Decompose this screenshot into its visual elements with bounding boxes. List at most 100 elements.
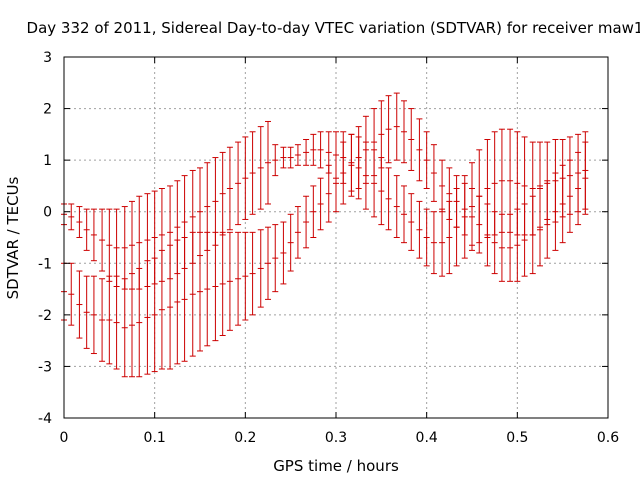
error-bar-point xyxy=(303,195,310,249)
error-bar-point xyxy=(212,231,219,342)
error-bar-point xyxy=(113,275,120,370)
x-tick-label: 0.4 xyxy=(416,430,438,446)
error-bar-point xyxy=(491,131,498,236)
error-bar-point xyxy=(90,208,97,262)
error-bar-point xyxy=(393,175,400,238)
error-bar-point xyxy=(469,162,475,251)
error-bar-point xyxy=(507,128,514,233)
error-bar-point xyxy=(226,146,233,231)
error-bar-point xyxy=(280,221,287,285)
error-bar-point xyxy=(430,211,437,275)
error-bar-point xyxy=(129,200,135,290)
error-bar-point xyxy=(226,231,233,331)
error-bar-point xyxy=(158,188,165,282)
error-bar-point xyxy=(325,131,332,174)
error-bar-point xyxy=(257,229,264,308)
error-bar-point xyxy=(408,108,415,171)
x-tick-label: 0.5 xyxy=(506,430,528,446)
x-tick-label: 0.1 xyxy=(144,430,166,446)
error-bar-point xyxy=(272,144,279,177)
error-bar-point xyxy=(272,224,279,293)
y-tick-label: 1 xyxy=(43,153,52,169)
error-bar-point xyxy=(280,146,287,169)
error-bar-point xyxy=(68,262,75,326)
error-bar-point xyxy=(416,200,423,259)
error-bar-point xyxy=(99,278,106,362)
error-bar-point xyxy=(235,231,242,326)
error-bar-point xyxy=(294,144,301,166)
error-bar-point xyxy=(76,206,83,238)
error-bar-point xyxy=(385,167,392,231)
y-axis-label: SDTVAR / TECUs xyxy=(4,176,22,299)
error-bar-point xyxy=(408,193,415,251)
error-bar-point xyxy=(416,118,423,182)
error-bar-point xyxy=(393,92,400,161)
error-bar-point xyxy=(303,139,310,166)
error-bar-point xyxy=(484,139,491,238)
error-bar-point xyxy=(287,146,294,169)
error-bar-point xyxy=(552,139,559,223)
error-bar-point xyxy=(521,136,528,236)
error-bar-point xyxy=(212,157,219,246)
error-bar-point xyxy=(113,208,120,287)
grid-lines xyxy=(64,57,608,418)
error-bar-point xyxy=(99,208,106,272)
error-bar-point xyxy=(582,131,589,210)
error-bar-point xyxy=(461,175,468,259)
error-bar-point xyxy=(121,206,128,290)
error-bar-point xyxy=(219,231,226,336)
error-bar-point xyxy=(529,141,536,236)
error-bar-point xyxy=(401,185,407,244)
error-bar-point xyxy=(498,128,505,233)
error-bar-point xyxy=(310,185,317,238)
error-bar-point xyxy=(294,206,301,259)
error-bar-point xyxy=(476,149,483,244)
error-bar-point xyxy=(106,208,113,282)
error-bar-point xyxy=(575,133,582,213)
y-tick-label: -1 xyxy=(38,256,52,272)
error-bar-point xyxy=(83,208,90,251)
error-bar-point xyxy=(235,141,242,226)
y-tick-label: -2 xyxy=(38,308,52,324)
error-bar-point xyxy=(514,131,521,236)
error-bar-point xyxy=(242,231,249,321)
y-tick-labels: -4 -3 -2 -1 0 1 2 3 xyxy=(38,50,52,427)
error-bar-point xyxy=(249,231,256,316)
error-bar-point xyxy=(401,100,407,164)
error-bar-point xyxy=(317,177,324,231)
error-bar-point xyxy=(189,169,196,264)
y-tick-label: 2 xyxy=(43,102,52,118)
error-bar-point xyxy=(453,188,460,267)
axis-ticks xyxy=(63,56,609,419)
error-bar-point xyxy=(544,141,551,226)
error-bar-point xyxy=(333,131,339,179)
error-bar-point xyxy=(204,162,211,251)
error-bar-point xyxy=(136,195,143,290)
error-bar-point xyxy=(144,193,151,287)
x-tick-label: 0 xyxy=(60,430,69,446)
error-bar-point xyxy=(242,136,249,220)
error-bar-point xyxy=(537,141,543,231)
error-bar-point xyxy=(423,131,430,190)
x-tick-label: 0.3 xyxy=(325,430,347,446)
error-bar-point xyxy=(174,180,181,275)
error-bar-point xyxy=(566,136,573,215)
error-bar-point xyxy=(371,149,378,218)
error-bar-point xyxy=(317,131,324,169)
error-bar-point xyxy=(423,208,430,267)
error-bar-point xyxy=(310,133,317,166)
error-bar-point xyxy=(83,275,90,349)
error-bar-point xyxy=(76,270,83,339)
error-bar-point xyxy=(181,175,188,269)
error-bar-point xyxy=(249,131,256,215)
error-bar-point xyxy=(197,167,203,257)
error-bar-point xyxy=(362,141,369,210)
y-tick-label: 3 xyxy=(43,50,52,66)
x-tick-label: 0.6 xyxy=(597,430,619,446)
error-bar-point xyxy=(439,208,446,277)
error-bar-point xyxy=(265,120,271,205)
error-bar-point xyxy=(355,136,362,200)
chart-title: Day 332 of 2011, Sidereal Day-to-day VTE… xyxy=(27,19,640,37)
error-bar-point xyxy=(378,157,385,226)
